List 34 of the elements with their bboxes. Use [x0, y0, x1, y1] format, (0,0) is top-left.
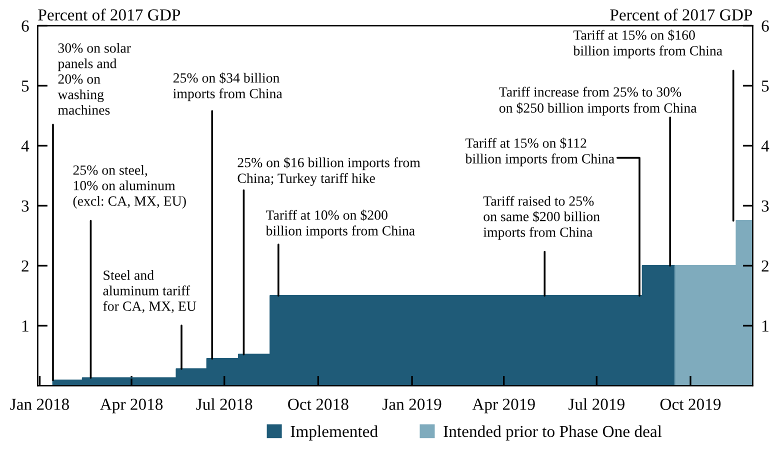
annotation: 30% on solar panels and 20% on washing machines [58, 42, 131, 115]
y-tick-label: 5 [22, 80, 29, 92]
y2-tick-label: 4 [761, 140, 770, 152]
y2-tick-label: 2 [762, 260, 768, 272]
y-tick-label: 1 [22, 320, 28, 332]
y-tick-label: 4 [21, 140, 30, 152]
legend-label: Implemented [290, 425, 378, 441]
y2-tick-label: 1 [762, 320, 768, 332]
annotation: Steel and aluminum tariff for CA, MX, EU [103, 270, 196, 313]
annotation: Tariff raised to 25% on same $200 billion imports from China [483, 196, 600, 240]
y2-tick-label: 3 [762, 200, 769, 212]
x-tick-label: Jul 2019 [568, 398, 624, 410]
x-tick-label: Apr 2018 [100, 398, 163, 414]
annotation: Tariff at 15% on $160 billion imports from China [573, 30, 722, 58]
y-tick-label: 3 [22, 200, 29, 212]
annotation: Tariff at 10% on $200 billion imports from China [266, 210, 415, 238]
y2-axis-title: Percent of 2017 GDP [610, 8, 752, 21]
annotation: Tariff at 15% on $112 billion imports from China [465, 138, 614, 166]
annotation: 25% on $16 billion imports from China; Turkey tariff hike [238, 157, 420, 186]
y-tick-label: 2 [22, 260, 28, 272]
y2-tick-label: 5 [762, 80, 769, 92]
annotation: 25% on $34 billion imports from China [173, 72, 282, 102]
y-tick-label: 6 [22, 20, 29, 32]
annotation: Tariff increase from 25% to 30% on $250 billion imports from China [499, 86, 697, 116]
annotation: 25% on steel, 10% on aluminum (excl: CA, MX, EU) [73, 165, 186, 209]
legend-label: Intended prior to Phase One deal [444, 425, 662, 441]
x-tick-label: Jan 2019 [382, 398, 442, 410]
y-axis-title: Percent of 2017 GDP [38, 8, 180, 21]
x-tick-label: Oct 2019 [660, 398, 721, 410]
y2-tick-label: 6 [762, 20, 769, 32]
x-tick-label: Apr 2019 [472, 398, 535, 414]
x-tick-label: Oct 2018 [288, 398, 348, 410]
x-tick-label: Jul 2018 [196, 398, 252, 410]
x-tick-label: Jan 2018 [10, 398, 69, 410]
